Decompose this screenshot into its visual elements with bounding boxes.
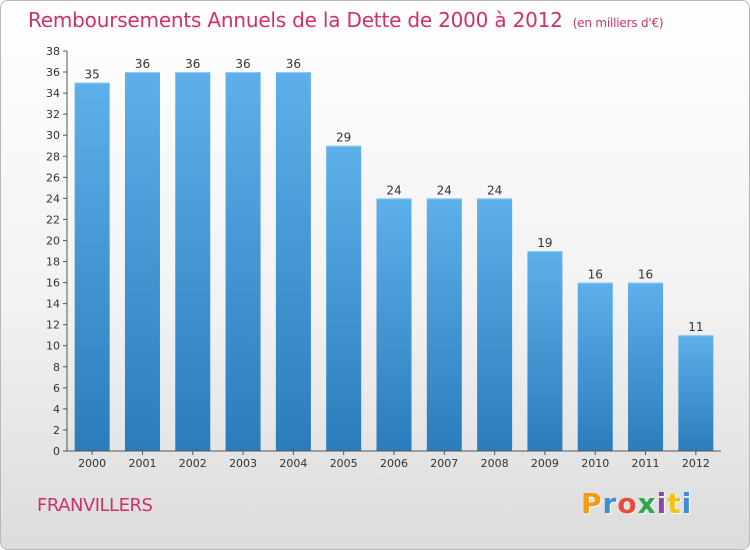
x-tick-label-2006: 2006	[380, 457, 408, 470]
data-label-2006: 24	[386, 183, 401, 197]
y-tick-label: 6	[53, 382, 60, 395]
y-tick-label: 22	[46, 213, 60, 226]
y-tick-label: 20	[46, 234, 60, 247]
bar-2006	[376, 198, 412, 451]
bar-2002	[175, 72, 211, 451]
proxiti-logo: Proxiti	[581, 487, 692, 520]
bar-2012	[678, 335, 714, 451]
bar-2000	[74, 82, 110, 451]
logo-letter: t	[667, 487, 682, 520]
bar-2010	[577, 282, 613, 451]
chart-title: Remboursements Annuels de la Dette de 20…	[28, 8, 664, 32]
x-tick-label-2012: 2012	[682, 457, 710, 470]
y-tick-label: 16	[46, 277, 60, 290]
x-tick-label-2001: 2001	[128, 457, 156, 470]
y-tick-label: 28	[46, 150, 60, 163]
bar-2011	[628, 282, 664, 451]
chart-subtitle: (en milliers d'€)	[572, 16, 664, 30]
x-tick-label-2002: 2002	[179, 457, 207, 470]
y-tick-label: 24	[46, 192, 60, 205]
data-label-2002: 36	[185, 57, 200, 71]
y-tick-label: 38	[46, 45, 60, 58]
data-label-2007: 24	[437, 183, 452, 197]
y-tick-label: 34	[46, 87, 60, 100]
logo-letter: i	[681, 487, 693, 520]
x-tick-label-2007: 2007	[430, 457, 458, 470]
logo-letter: o	[617, 487, 638, 520]
y-tick-label: 36	[46, 66, 60, 79]
logo-letter: P	[581, 487, 603, 520]
y-tick-label: 12	[46, 319, 60, 332]
bars-group: 35 36 36 36 36 29 24 24 24 19 16 16 11	[74, 57, 714, 451]
logo-letter: x	[637, 487, 657, 520]
y-tick-label: 18	[46, 256, 60, 269]
x-tick-label-2008: 2008	[481, 457, 509, 470]
y-tick-label: 10	[46, 340, 60, 353]
bar-2005	[326, 145, 362, 451]
data-label-2011: 16	[638, 268, 653, 282]
bar-2009	[527, 251, 563, 451]
x-tick-label-2000: 2000	[78, 457, 106, 470]
y-tick-label: 32	[46, 108, 60, 121]
bar-2004	[275, 72, 311, 451]
data-label-2009: 19	[537, 236, 552, 250]
data-label-2001: 36	[135, 57, 150, 71]
x-tick-label-2005: 2005	[330, 457, 358, 470]
data-label-2012: 11	[688, 320, 703, 334]
commune-name: FRANVILLERS	[37, 495, 153, 516]
data-label-2005: 29	[336, 131, 351, 145]
x-tick-label-2011: 2011	[632, 457, 660, 470]
x-tick-label-2010: 2010	[581, 457, 609, 470]
data-label-2003: 36	[235, 57, 250, 71]
x-tick-label-2009: 2009	[531, 457, 559, 470]
bar-2003	[225, 72, 261, 451]
data-label-2010: 16	[588, 268, 603, 282]
bar-2008	[477, 198, 513, 451]
logo-letter: r	[602, 487, 618, 520]
y-tick-label: 4	[53, 403, 60, 416]
y-tick-label: 26	[46, 171, 60, 184]
y-tick-label: 30	[46, 129, 60, 142]
x-tick-label-2004: 2004	[279, 457, 307, 470]
x-tick-label-2003: 2003	[229, 457, 257, 470]
logo-letter: i	[656, 487, 668, 520]
data-label-2004: 36	[286, 57, 301, 71]
chart-title-text: Remboursements Annuels de la Dette de 20…	[28, 8, 563, 32]
data-label-2000: 35	[85, 68, 100, 82]
data-label-2008: 24	[487, 183, 502, 197]
bar-2001	[124, 72, 160, 451]
bar-2007	[426, 198, 462, 451]
y-tick-label: 0	[53, 445, 60, 458]
y-tick-label: 8	[53, 361, 60, 374]
y-tick-label: 14	[46, 298, 60, 311]
y-tick-label: 2	[53, 424, 60, 437]
